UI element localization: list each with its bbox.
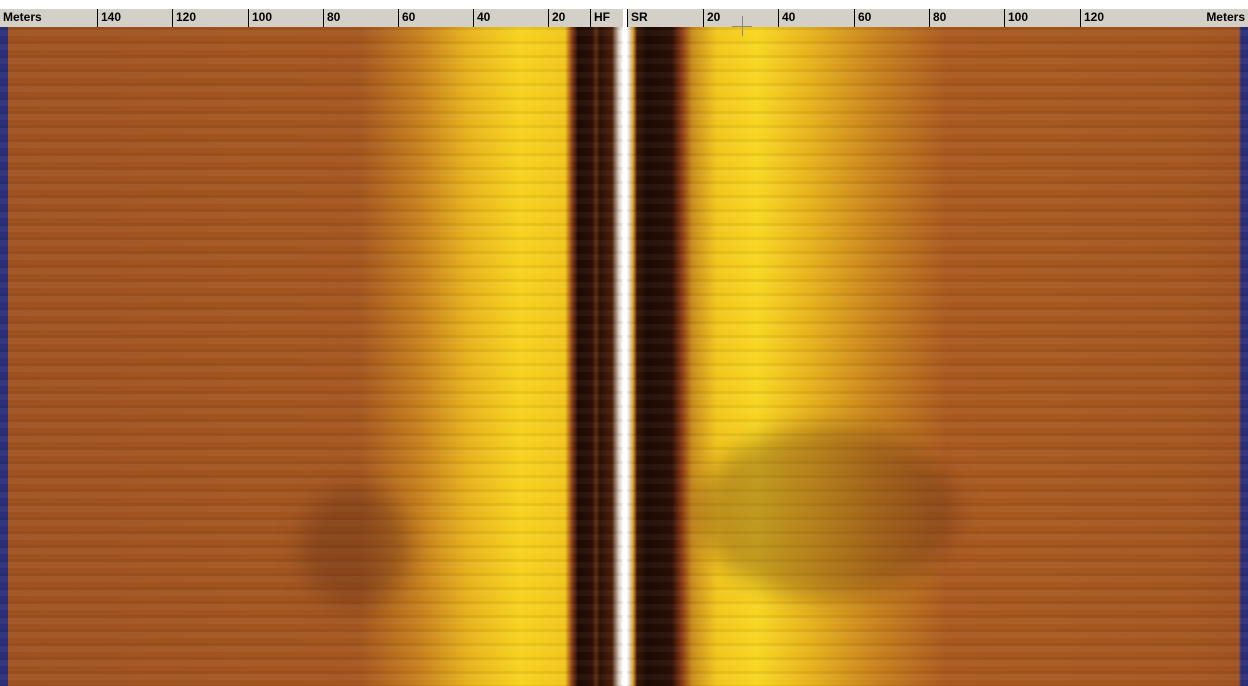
ruler-tick: [590, 9, 591, 27]
ruler-tick: [1004, 9, 1005, 27]
ruler-tick: [172, 9, 173, 27]
ruler-tick: [929, 9, 930, 27]
cursor: [742, 16, 743, 36]
ruler-tick: [323, 9, 324, 27]
ruler-label: 100: [252, 10, 272, 24]
ruler-label: 80: [327, 10, 340, 24]
ruler-label: 120: [176, 10, 196, 24]
ruler-tick: [703, 9, 704, 27]
ruler-tick: [97, 9, 98, 27]
ruler-label: Meters: [3, 10, 42, 24]
port-panel: Meters 140 120 100 80 60 40 20 HF: [0, 0, 623, 686]
starboard-sonar-image: [627, 27, 1248, 686]
ruler-label: 60: [402, 10, 415, 24]
port-ruler: Meters 140 120 100 80 60 40 20 HF: [0, 8, 623, 28]
ruler-label: 40: [782, 10, 795, 24]
ruler-label: Meters: [1206, 10, 1245, 24]
seabed-shadow: [300, 487, 410, 607]
seabed-shadow: [697, 427, 957, 597]
ruler-label: 40: [477, 10, 490, 24]
ruler-tick: [548, 9, 549, 27]
ruler-tick: [1080, 9, 1081, 27]
ruler-label: 100: [1008, 10, 1028, 24]
ruler-tick: [627, 9, 628, 27]
sonar-window: Meters 140 120 100 80 60 40 20 HF SR 20 40 60 80 100 1…: [0, 0, 1248, 686]
ruler-label: 80: [933, 10, 946, 24]
ruler-label: 20: [707, 10, 720, 24]
starboard-panel: SR 20 40 60 80 100 120 Meters: [627, 0, 1248, 686]
port-sonar-image: [0, 27, 623, 686]
ruler-label: 20: [552, 10, 565, 24]
ruler-tick: [778, 9, 779, 27]
ruler-tick: [398, 9, 399, 27]
ruler-label: 60: [858, 10, 871, 24]
ruler-label: SR: [631, 10, 648, 24]
ruler-label: 140: [101, 10, 121, 24]
ruler-label: 120: [1084, 10, 1104, 24]
ruler-tick: [854, 9, 855, 27]
ruler-label: HF: [594, 10, 610, 24]
ruler-tick: [473, 9, 474, 27]
starboard-ruler: SR 20 40 60 80 100 120 Meters: [627, 8, 1248, 28]
ruler-tick: [248, 9, 249, 27]
